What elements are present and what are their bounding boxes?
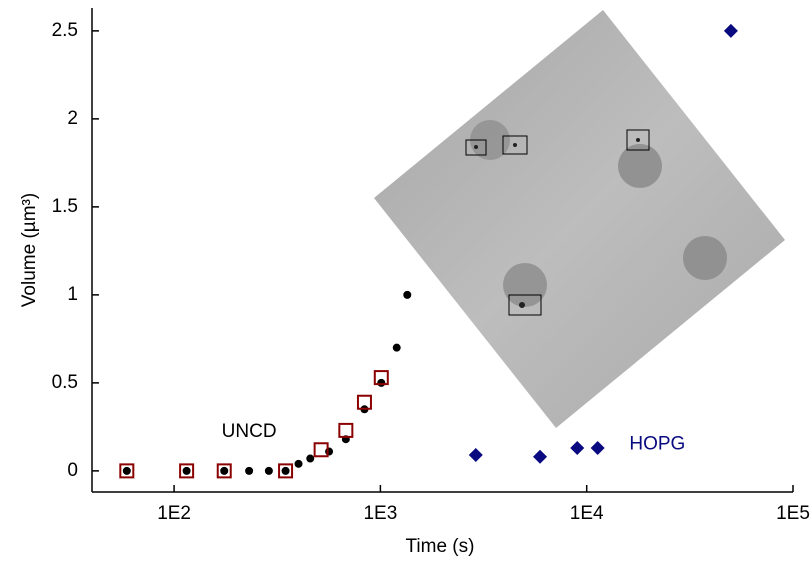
point xyxy=(377,379,385,387)
point xyxy=(220,467,228,475)
point xyxy=(533,450,547,464)
x-axis-label: Time (s) xyxy=(406,536,475,557)
inset-image xyxy=(374,10,785,428)
annotation: UNCD xyxy=(222,421,277,442)
point xyxy=(403,291,411,299)
point xyxy=(245,467,253,475)
y-tick-label: 2.5 xyxy=(52,20,78,41)
point xyxy=(570,441,584,455)
y-tick-label: 2 xyxy=(67,108,78,129)
point xyxy=(123,467,131,475)
x-tick-label: 1E2 xyxy=(157,503,191,524)
point xyxy=(469,448,483,462)
point xyxy=(183,467,191,475)
annotation: HOPG xyxy=(629,433,685,454)
x-tick-label: 1E5 xyxy=(776,503,810,524)
y-tick-label: 0 xyxy=(67,460,78,481)
x-tick-label: 1E4 xyxy=(570,503,604,524)
point xyxy=(393,344,401,352)
chart: Time (s) Volume (µm³) 0 0.5 1 1.5 2 2.5 1E2 1E3… xyxy=(0,0,811,562)
point xyxy=(325,448,333,456)
y-tick-label: 1 xyxy=(67,284,78,305)
point xyxy=(591,441,605,455)
point xyxy=(339,424,352,437)
point xyxy=(265,467,273,475)
point xyxy=(282,467,290,475)
y-tick-label: 0.5 xyxy=(52,372,78,393)
x-tick-label: 1E3 xyxy=(363,503,397,524)
point xyxy=(306,455,314,463)
y-tick-label: 1.5 xyxy=(52,196,78,217)
y-axis-label: Volume (µm³) xyxy=(19,193,40,307)
point xyxy=(724,24,738,38)
point xyxy=(295,460,303,468)
